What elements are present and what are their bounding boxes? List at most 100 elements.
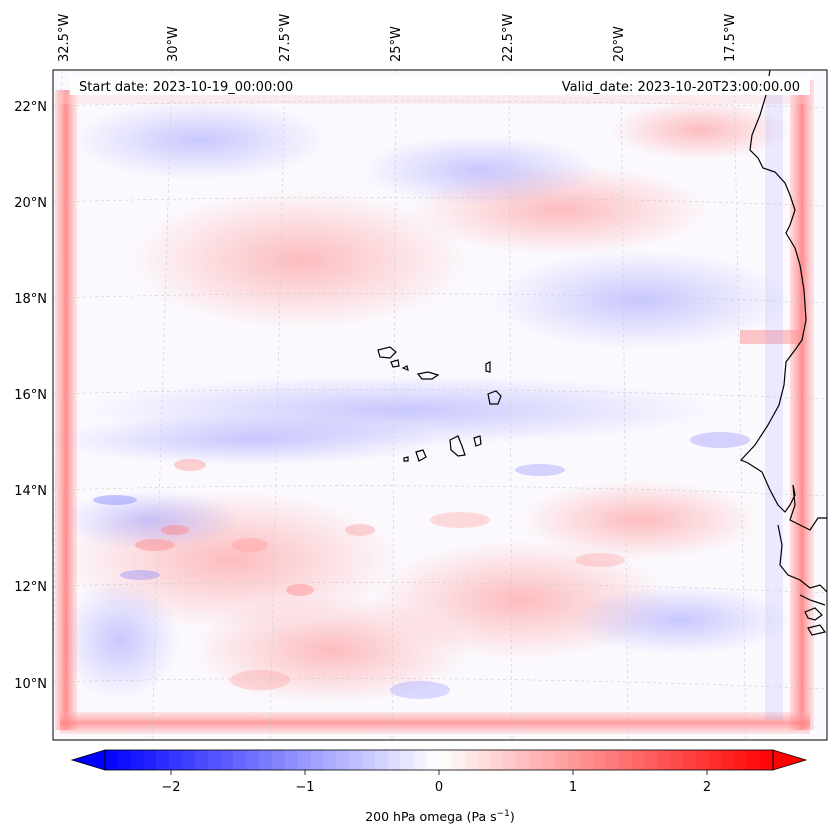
colorbar-segment <box>708 750 723 770</box>
field-edge-left <box>55 90 77 730</box>
colorbar-segment <box>618 750 633 770</box>
colorbar-segment <box>233 750 247 770</box>
field-cell <box>575 553 625 567</box>
colorbar-tick-label: −2 <box>161 780 180 795</box>
island-santiago <box>449 435 466 457</box>
map-frame <box>52 69 828 741</box>
field-blob <box>130 190 470 330</box>
colorbar-tick-label: −1 <box>295 780 314 795</box>
colorbar-segments <box>105 750 774 770</box>
island-santa-luzia <box>401 365 409 371</box>
colorbar-segment <box>541 750 556 770</box>
colorbar-segment <box>284 750 299 770</box>
lon-label: 25°W <box>389 26 404 62</box>
colorbar-segment <box>374 750 389 770</box>
colorbar-segment <box>606 750 620 770</box>
field-edge-right-inner <box>740 330 800 344</box>
island-boa-vista <box>487 390 502 405</box>
island-maio <box>473 435 482 447</box>
lat-label: 12°N <box>14 580 47 595</box>
island-fogo <box>415 449 427 462</box>
field-cell <box>515 464 565 476</box>
lat-label: 22°N <box>14 100 47 115</box>
colorbar-segment <box>528 750 543 770</box>
lon-label: 32.5°W <box>57 14 72 62</box>
colorbar-segment <box>490 750 504 770</box>
lon-label: 27.5°W <box>278 14 293 62</box>
colorbar-segment <box>156 750 170 770</box>
colorbar-segment <box>477 750 491 770</box>
colorbar-ticks <box>170 770 708 775</box>
colorbar-segment <box>683 750 697 770</box>
colorbar-segment <box>413 750 427 770</box>
field-cell <box>390 681 450 699</box>
colorbar-segment <box>297 750 312 770</box>
colorbar-segment <box>670 750 684 770</box>
colorbar-segment <box>721 750 736 770</box>
field-blob <box>490 250 790 350</box>
colorbar-segment <box>516 750 530 770</box>
colorbar-segment <box>130 750 145 770</box>
colorbar-segment <box>220 750 235 770</box>
lon-label: 17.5°W <box>723 14 738 62</box>
colorbar-segment <box>451 750 466 770</box>
colorbar-segment <box>593 750 607 770</box>
longitude-axis: 32.5°W 30°W 27.5°W 25°W 22.5°W 20°W 17.5… <box>57 14 738 62</box>
field-blob <box>60 490 240 550</box>
lon-label: 30°W <box>166 26 181 62</box>
field-cell <box>690 432 750 448</box>
field-blob <box>360 135 600 205</box>
island-sao-nicolau <box>416 371 440 380</box>
field-blob <box>610 100 790 160</box>
field-edge-right <box>790 80 814 730</box>
colorbar-segment <box>439 750 453 770</box>
colorbar-segment <box>554 750 569 770</box>
field-cell <box>286 584 314 596</box>
colorbar-segment <box>105 750 119 770</box>
colorbar-tick-label: 2 <box>703 780 711 795</box>
colorbar-segment <box>336 750 350 770</box>
colorbar-segment <box>747 750 761 770</box>
colorbar-segment <box>310 750 324 770</box>
colorbar-segment <box>580 750 594 770</box>
colorbar-segment <box>503 750 517 770</box>
field-cell <box>161 525 189 535</box>
field-blob <box>53 415 450 465</box>
field-cell <box>120 570 160 580</box>
colorbar-segment <box>207 750 222 770</box>
field-blob <box>520 480 760 560</box>
field-cell <box>345 524 375 536</box>
lon-label: 22.5°W <box>501 14 516 62</box>
field-edge-bottom <box>60 712 810 734</box>
lat-label: 10°N <box>14 677 47 692</box>
colorbar-segment <box>734 750 748 770</box>
colorbar-segment <box>246 750 260 770</box>
cape-verde-islands <box>377 346 502 462</box>
field-blob <box>70 100 330 180</box>
start-date-label: Start date: 2023-10-19_00:00:00 <box>79 80 293 95</box>
field-cell <box>430 512 490 528</box>
colorbar-segment <box>644 750 658 770</box>
colorbar-segment <box>760 750 774 770</box>
colorbar-segment <box>143 750 157 770</box>
island-santo-antao <box>377 346 397 359</box>
info-strip <box>70 76 810 95</box>
colorbar-segment <box>387 750 402 770</box>
colorbar-segment <box>361 750 376 770</box>
colorbar-segment <box>117 750 132 770</box>
field-cell <box>135 539 175 551</box>
graticule <box>53 70 827 740</box>
island-sal <box>485 361 491 373</box>
colorbar-segment <box>169 750 183 770</box>
colorbar-segment <box>323 750 337 770</box>
lon-label: 20°W <box>612 26 627 62</box>
colorbar-label: 200 hPa omega (Pa s−1) <box>365 809 515 824</box>
field-cell <box>174 459 206 471</box>
omega-field <box>53 70 827 740</box>
field-blob <box>570 585 790 655</box>
lat-label: 16°N <box>14 388 47 403</box>
colorbar-segment <box>400 750 414 770</box>
latitude-axis: 22°N 20°N 18°N 16°N 14°N 12°N 10°N <box>14 100 47 692</box>
field-blob <box>60 580 180 700</box>
